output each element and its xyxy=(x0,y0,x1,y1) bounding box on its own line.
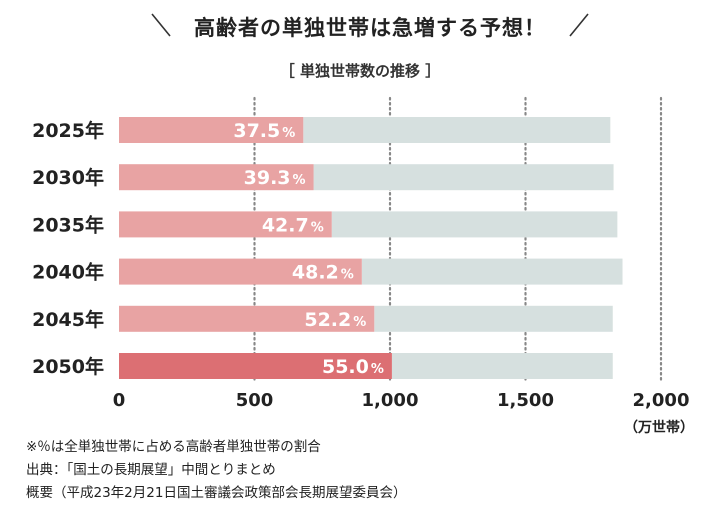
bar-segment-elderly xyxy=(119,164,314,191)
bar-segment-other xyxy=(361,258,623,285)
chart-subtitle: ［ 単独世帯数の推移 ］ xyxy=(279,62,441,80)
x-axis-unit: （万世帯） xyxy=(624,420,694,436)
x-tick-label: 2,000 xyxy=(633,390,690,411)
percent-data-label: 48.2% xyxy=(292,262,354,284)
y-category-label: 2030年 xyxy=(32,166,104,189)
bar-segment-other xyxy=(331,211,618,238)
bar-segment-elderly xyxy=(119,117,304,143)
percent-data-label: 42.7% xyxy=(262,214,324,236)
bar-segment-other xyxy=(391,353,613,379)
percent-data-label: 52.2% xyxy=(304,309,366,331)
bar-segment-other xyxy=(313,164,614,191)
y-category-label: 2025年 xyxy=(32,119,104,142)
notes: ※％は全単独世帯に占める高齢者単独世帯の割合 出典：「国土の長期展望」中間とりま… xyxy=(26,436,406,505)
x-tick-label: 1,500 xyxy=(497,390,554,411)
note-source-detail: 概要（平成23年2月21日国土審議会政策部会長期展望委員会） xyxy=(26,485,407,501)
y-category-label: 2045年 xyxy=(32,308,104,331)
chart-headline: 高齢者の単独世帯は急増する予想！ xyxy=(194,16,546,40)
note-source: 出典：「国土の長期展望」中間とりまとめ xyxy=(26,462,276,478)
bar-segment-elderly xyxy=(119,211,332,238)
decorative-backslash xyxy=(151,13,171,37)
y-category-label: 2040年 xyxy=(32,261,104,284)
x-tick-label: 1,000 xyxy=(362,390,419,411)
bar-segment-elderly xyxy=(119,353,392,379)
y-category-label: 2050年 xyxy=(32,355,104,378)
bar-segment-elderly xyxy=(119,258,362,285)
headline: 高齢者の単独世帯は急増する予想！ xyxy=(0,10,720,44)
bar-segment-other xyxy=(374,305,613,332)
bar-segment-elderly xyxy=(119,305,375,332)
x-tick-label: 0 xyxy=(113,390,126,411)
percent-data-label: 55.0% xyxy=(322,356,384,378)
percent-data-label: 39.3% xyxy=(244,167,306,189)
note-percent-definition: ※％は全単独世帯に占める高齢者単独世帯の割合 xyxy=(26,439,321,455)
percent-data-label: 37.5% xyxy=(233,120,295,142)
x-tick-label: 500 xyxy=(236,390,274,411)
y-category-label: 2035年 xyxy=(32,213,104,236)
bar-segment-other xyxy=(303,117,611,143)
decorative-slash xyxy=(569,13,589,37)
